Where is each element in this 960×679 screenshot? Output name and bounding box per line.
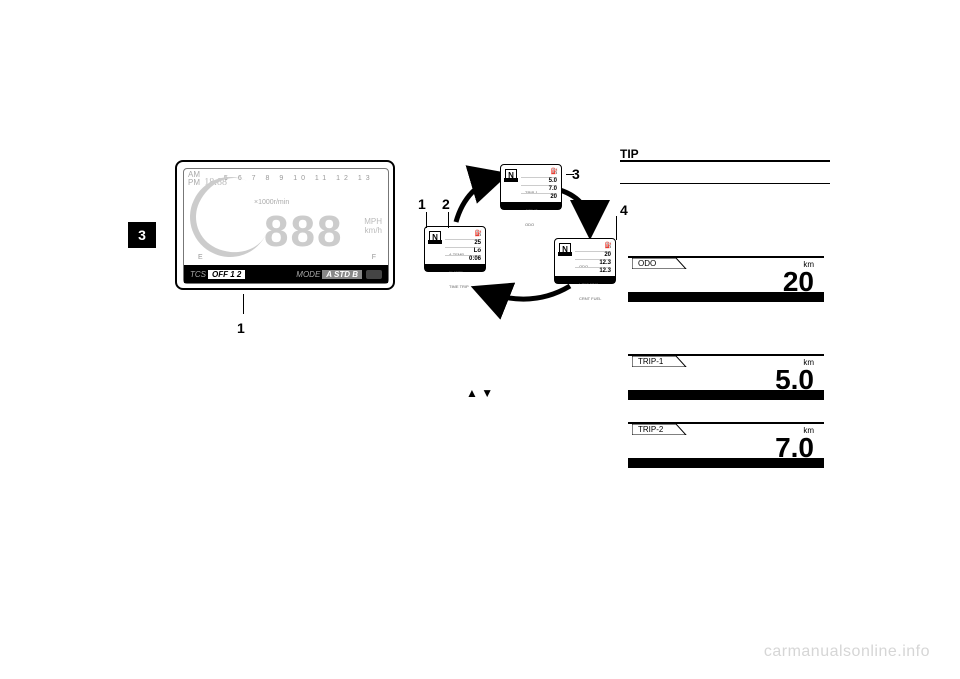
cluster-inner: AM PM 18:88 5 6 7 8 9 10 11 12 13 ×1000r…	[183, 168, 389, 284]
fuel-icon: ⛽	[475, 230, 482, 237]
kmh-label: km/h	[365, 226, 382, 235]
mode-label: MODE	[296, 270, 320, 279]
manual-page: 3 AM PM 18:88 5 6 7 8 9 10 11 12 13 ×100…	[0, 0, 960, 679]
mini-left-l3-lab: TIME TRIP	[449, 284, 469, 289]
gauge-trip2-label: TRIP-2	[638, 425, 663, 435]
fuel-icon: ⛽	[605, 242, 612, 249]
mini-display-right: N ⛽ ODO20 FUEL AVG12.3 CRNT FUEL12.3	[554, 238, 616, 284]
callout-1: 1	[237, 320, 245, 336]
watermark: carmanualsonline.info	[764, 643, 930, 661]
neutral-badge: N	[505, 169, 517, 181]
cycle-tag-2-line	[448, 212, 449, 228]
mini-top-l2-val: 7.0	[549, 186, 557, 192]
mini-top-l3-lab: ODO	[525, 222, 534, 227]
gauge-odo: ODO km 20	[628, 256, 824, 302]
speed-units: MPH km/h	[364, 217, 382, 235]
chapter-tab: 3	[128, 222, 156, 248]
cycle-diagram: N ⛽ TRIP-15.0 TRIP-27.0 ODO20 N ⛽ A.TEMP…	[420, 160, 620, 320]
cycle-tag-1: 1	[418, 196, 426, 212]
gauge-trip1: TRIP-1 km 5.0	[628, 354, 824, 400]
gauge-odo-label: ODO	[638, 259, 656, 269]
cycle-tag-1-line	[426, 212, 427, 228]
eco-badge	[366, 270, 382, 279]
mini-top-l3-val: 20	[550, 194, 557, 200]
cluster-frame: AM PM 18:88 5 6 7 8 9 10 11 12 13 ×1000r…	[175, 160, 395, 290]
mini-right-l3-lab: CRNT FUEL	[579, 296, 601, 301]
tcs-label: TCS	[190, 270, 206, 279]
up-down-arrows: ▲ ▼	[466, 386, 493, 400]
neutral-badge: N	[429, 231, 441, 243]
mph-label: MPH	[364, 217, 382, 226]
mini-left-l3-val: 0:06	[469, 256, 481, 262]
mini-left-l2-val: Lo	[474, 248, 481, 254]
rpm-unit-label: ×1000r/min	[254, 199, 289, 206]
tip-rule-top	[620, 160, 830, 162]
fuel-icon: ⛽	[551, 168, 558, 175]
cycle-tag-4-line	[616, 216, 617, 240]
neutral-badge: N	[559, 243, 571, 255]
cluster-bottom-bar: TCS OFF 1 2 MODE A STD B	[184, 265, 388, 283]
mini-right-l3-val: 12.3	[599, 268, 611, 274]
mini-right-l1-val: 20	[604, 252, 611, 258]
cycle-tag-3-line	[566, 174, 574, 175]
cluster-diagram: AM PM 18:88 5 6 7 8 9 10 11 12 13 ×1000r…	[175, 160, 397, 310]
mode-astd: A STD B	[322, 270, 362, 279]
mini-right-l2-val: 12.3	[599, 260, 611, 266]
mini-left-l1-val: 25	[474, 240, 481, 246]
gauge-trip1-label: TRIP-1	[638, 357, 663, 367]
ampm: AM PM	[188, 170, 200, 187]
mini-top-l1-val: 5.0	[549, 178, 557, 184]
mini-display-top: N ⛽ TRIP-15.0 TRIP-27.0 ODO20	[500, 164, 562, 210]
mini-display-left: N ⛽ A.TEMP25 C.TEMPLo TIME TRIP0:06	[424, 226, 486, 272]
gauge-trip2: TRIP-2 km 7.0	[628, 422, 824, 468]
tip-rule-bottom	[620, 183, 830, 184]
cycle-tag-4: 4	[620, 202, 628, 218]
cycle-tag-2: 2	[442, 196, 450, 212]
speed-digits: 888	[264, 207, 343, 257]
fuel-full-label: F	[372, 254, 376, 261]
callout-1-leader	[243, 294, 244, 314]
fuel-empty-label: E	[198, 254, 203, 261]
tcs-off12: OFF 1 2	[208, 270, 245, 279]
tip-label: TIP	[620, 147, 639, 161]
